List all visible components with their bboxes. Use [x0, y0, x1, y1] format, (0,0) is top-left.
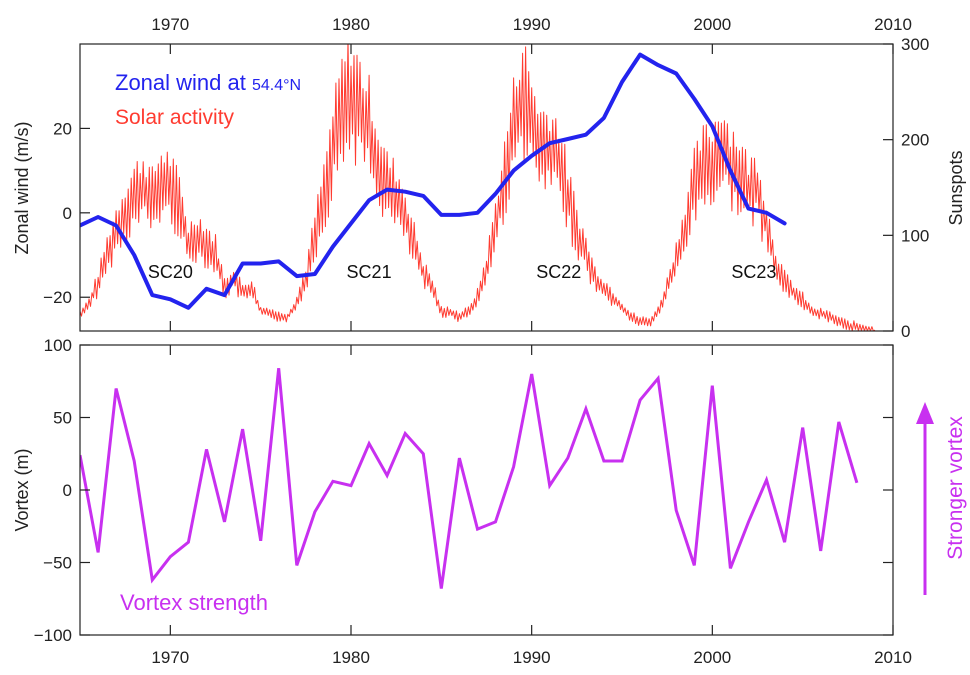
- bottom-y-axis-label: Vortex (m): [12, 448, 32, 531]
- solar-cycle-label: SC22: [536, 262, 581, 282]
- zonal-wind-layer: [80, 52, 787, 310]
- top-y-tick-label: 0: [63, 204, 72, 223]
- bottom-x-tick-label: 1970: [151, 648, 189, 667]
- top-y-tick-label: 20: [53, 119, 72, 138]
- bottom-y-tick-label: −100: [34, 626, 72, 645]
- top-y2-axis-label: Sunspots: [946, 150, 966, 225]
- bottom-y-tick-label: 50: [53, 409, 72, 428]
- solar-activity-line: [80, 44, 876, 331]
- bottom-x-tick-label: 1980: [332, 648, 370, 667]
- solar-cycle-label: SC21: [347, 262, 392, 282]
- top-axis-ticks: 1970 1980 1990 2000 2010−200200100200300SC20…: [43, 15, 929, 341]
- bottom-axis-ticks: 1970 1980 1990 2000 2010 −100 −50 0 50 100: [34, 336, 912, 667]
- top-x-tick-label: 1990: [513, 15, 551, 34]
- top-plot-frame: [79, 43, 894, 332]
- top-x-tick-label: 1980: [332, 15, 370, 34]
- bottom-panel: 1970 1980 1990 2000 2010 −100 −50 0 50 100 Vortex…: [12, 336, 967, 667]
- stronger-vortex-arrow: [916, 402, 934, 595]
- solar-cycle-label: SC20: [148, 262, 193, 282]
- bottom-x-tick-label: 2000: [693, 648, 731, 667]
- top-panel: 1970 1980 1990 2000 2010−200200100200300SC20…: [12, 15, 966, 341]
- bottom-y-tick-label: 100: [44, 336, 72, 355]
- top-x-tick-label: 2010: [874, 15, 912, 34]
- top-y2-tick-label: 300: [901, 35, 929, 54]
- bottom-y-tick-label: −50: [43, 554, 72, 573]
- arrow-up-icon: [916, 402, 934, 424]
- stronger-vortex-label: Stronger vortex: [944, 416, 967, 560]
- bottom-x-tick-label: 1990: [513, 648, 551, 667]
- legend-zonal-wind: Zonal wind at 54.4°N: [115, 70, 301, 95]
- solar-activity-layer: [80, 44, 876, 331]
- top-x-tick-label: 2000: [693, 15, 731, 34]
- zonal-wind-line: [80, 52, 787, 310]
- legend-vortex-strength: Vortex strength: [120, 590, 268, 615]
- vortex-layer: [80, 368, 859, 589]
- legend-solar-activity: Solar activity: [115, 106, 235, 129]
- top-y-tick-label: −20: [43, 288, 72, 307]
- top-y2-tick-label: 200: [901, 131, 929, 150]
- bottom-x-tick-label: 2010: [874, 648, 912, 667]
- top-x-tick-label: 1970: [151, 15, 189, 34]
- top-y-axis-label: Zonal wind (m/s): [12, 121, 32, 254]
- vortex-strength-line: [80, 368, 859, 589]
- bottom-y-tick-label: 0: [63, 481, 72, 500]
- solar-cycle-label: SC23: [731, 262, 776, 282]
- top-y2-tick-label: 100: [901, 226, 929, 245]
- top-y2-tick-label: 0: [901, 322, 910, 341]
